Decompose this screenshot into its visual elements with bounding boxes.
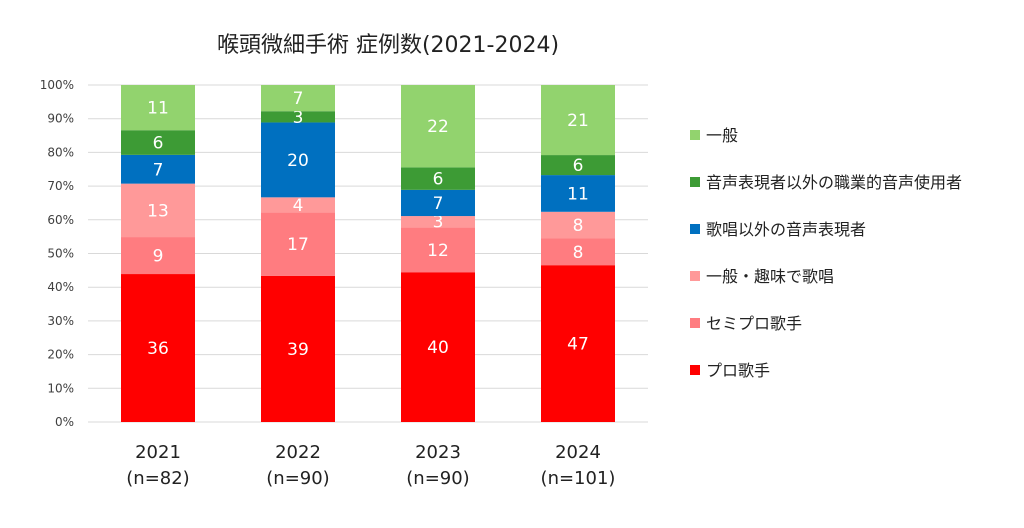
bar-segment xyxy=(261,111,335,123)
y-tick-label: 80% xyxy=(47,145,74,159)
bar-segment xyxy=(541,265,615,422)
bar-segment xyxy=(541,211,615,239)
data-label: 6 xyxy=(433,170,444,190)
bar-segment xyxy=(261,275,335,422)
legend-swatch xyxy=(690,130,700,140)
x-tick-sublabel: (n=90) xyxy=(266,468,329,489)
bar-segment xyxy=(401,216,475,228)
data-label: 40 xyxy=(427,338,449,358)
data-label: 11 xyxy=(147,99,169,119)
bar-segment xyxy=(261,212,335,276)
data-label: 4 xyxy=(293,196,304,216)
bar-segment xyxy=(401,85,475,168)
data-label: 11 xyxy=(567,184,589,204)
x-tick-label: 2023 xyxy=(415,442,461,463)
data-label: 47 xyxy=(567,335,589,355)
x-tick-label: 2021 xyxy=(135,442,181,463)
bar-stack-2024: 47 8 8 11 6 21 xyxy=(541,85,615,422)
data-label: 3 xyxy=(293,108,304,128)
y-tick-label: 0% xyxy=(55,415,74,429)
data-label: 17 xyxy=(287,235,309,255)
y-tick-label: 10% xyxy=(47,381,74,395)
legend-swatch xyxy=(690,271,700,281)
x-tick-sublabel: (n=82) xyxy=(126,468,189,489)
data-label: 9 xyxy=(153,247,164,267)
bar-segment xyxy=(541,238,615,266)
bar-segment xyxy=(401,272,475,422)
bar-segment xyxy=(261,85,335,112)
y-tick-label: 30% xyxy=(47,314,74,328)
data-label: 13 xyxy=(147,201,169,221)
data-label: 21 xyxy=(567,111,589,131)
data-label: 7 xyxy=(433,194,444,214)
x-tick-label: 2024 xyxy=(555,442,601,463)
bar-segment xyxy=(541,175,615,212)
x-tick-sublabel: (n=90) xyxy=(406,468,469,489)
data-label: 8 xyxy=(573,243,584,263)
legend-item: 一般 xyxy=(690,126,738,145)
legend-label: プロ歌手 xyxy=(706,361,770,380)
legend-swatch xyxy=(690,365,700,375)
legend-item: セミプロ歌手 xyxy=(690,314,802,333)
x-tick-sublabel: (n=101) xyxy=(541,468,616,489)
data-label: 12 xyxy=(427,241,449,261)
data-label: 7 xyxy=(153,160,164,180)
y-tick-label: 20% xyxy=(47,348,74,362)
y-tick-label: 50% xyxy=(47,247,74,261)
chart-title: 喉頭微細手術 症例数(2021-2024) xyxy=(217,33,559,58)
data-label: 20 xyxy=(287,151,309,171)
y-tick-label: 70% xyxy=(47,179,74,193)
data-label: 3 xyxy=(433,213,444,233)
bar-segment xyxy=(121,154,195,184)
legend-swatch xyxy=(690,318,700,328)
legend-item: 歌唱以外の音声表現者 xyxy=(690,220,866,239)
legend-label: 歌唱以外の音声表現者 xyxy=(706,220,866,239)
bar-segment xyxy=(121,85,195,131)
y-tick-label: 100% xyxy=(40,78,74,92)
data-label: 7 xyxy=(293,89,304,109)
bar-segment xyxy=(261,122,335,198)
x-tick-label: 2022 xyxy=(275,442,321,463)
legend-label: 音声表現者以外の職業的音声使用者 xyxy=(706,173,962,192)
x-axis: 2021 (n=82) 2022 (n=90) 2023 (n=90) 2024 (n=101… xyxy=(126,442,615,489)
legend-label: セミプロ歌手 xyxy=(706,314,802,333)
legend-swatch xyxy=(690,177,700,187)
bar-segment xyxy=(121,237,195,275)
y-tick-label: 40% xyxy=(47,280,74,294)
bar-stack-2023: 40 12 37 6 22 xyxy=(401,85,475,422)
bar-segment xyxy=(541,85,615,156)
bar-segment xyxy=(261,197,335,213)
legend-item: 音声表現者以外の職業的音声使用者 xyxy=(690,173,962,192)
bar-segment xyxy=(121,130,195,155)
bar-segment xyxy=(401,189,475,217)
y-tick-label: 60% xyxy=(47,213,74,227)
bar-segment xyxy=(401,167,475,190)
bar-segment xyxy=(401,227,475,273)
legend-swatch xyxy=(690,224,700,234)
data-label: 39 xyxy=(287,340,309,360)
data-label: 36 xyxy=(147,339,169,359)
data-label: 6 xyxy=(573,156,584,176)
legend-item: プロ歌手 xyxy=(690,361,770,380)
bar-stack-2022: 39 17 4 20 37 xyxy=(261,85,335,422)
data-label: 6 xyxy=(153,134,164,154)
data-label: 8 xyxy=(573,216,584,236)
data-label: 22 xyxy=(427,117,449,137)
legend-label: 一般 xyxy=(706,126,738,145)
legend: 一般音声表現者以外の職業的音声使用者歌唱以外の音声表現者一般・趣味で歌唱セミプロ… xyxy=(690,126,962,380)
bar-stack-2021: 36 9 13 7 6 11 xyxy=(121,85,195,422)
bar-segment xyxy=(541,155,615,176)
legend-label: 一般・趣味で歌唱 xyxy=(706,267,834,286)
bar-segment xyxy=(121,183,195,238)
legend-item: 一般・趣味で歌唱 xyxy=(690,267,834,286)
bar-segment xyxy=(121,274,195,422)
y-tick-label: 90% xyxy=(47,112,74,126)
